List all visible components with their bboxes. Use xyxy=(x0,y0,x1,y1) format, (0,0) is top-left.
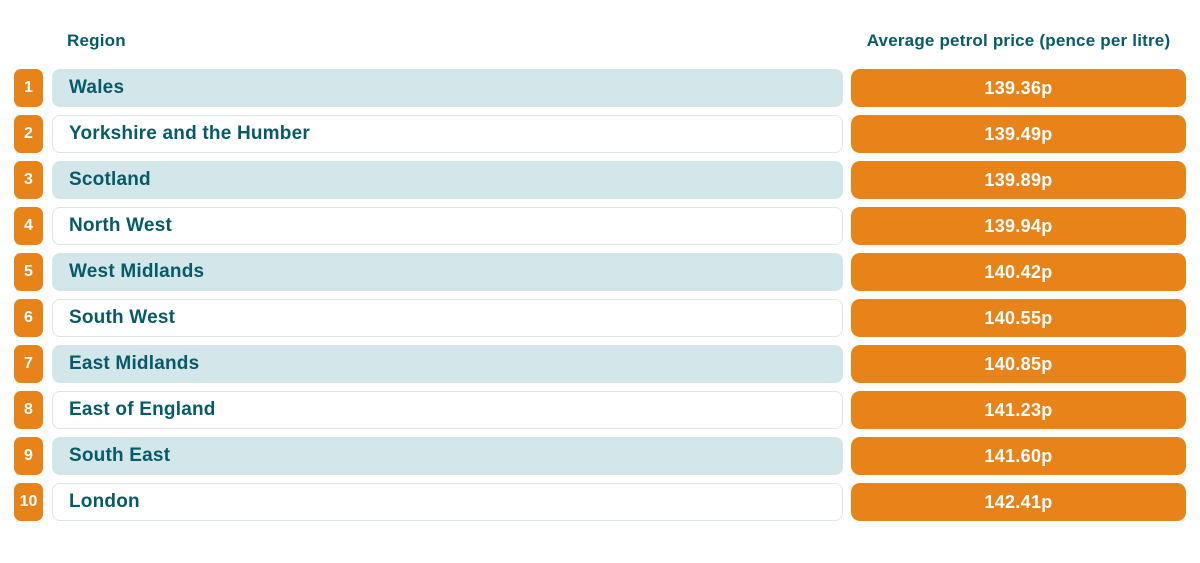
rank-badge: 3 xyxy=(14,161,43,199)
table-row: 2 Yorkshire and the Humber 139.49p xyxy=(14,115,1186,153)
table-row: 7 East Midlands 140.85p xyxy=(14,345,1186,383)
price-cell: 140.55p xyxy=(851,299,1186,337)
price-column-header: Average petrol price (pence per litre) xyxy=(866,31,1171,50)
region-cell: Scotland xyxy=(52,161,843,199)
region-cell: London xyxy=(52,483,843,521)
region-cell: East Midlands xyxy=(52,345,843,383)
rank-badge: 5 xyxy=(14,253,43,291)
table-row: 6 South West 140.55p xyxy=(14,299,1186,337)
region-column-header: Region xyxy=(67,31,126,50)
rank-badge: 4 xyxy=(14,207,43,245)
region-cell: South East xyxy=(52,437,843,475)
table-row: 9 South East 141.60p xyxy=(14,437,1186,475)
price-cell: 142.41p xyxy=(851,483,1186,521)
rows: 1 Wales 139.36p 2 Yorkshire and the Humb… xyxy=(14,69,1186,529)
price-cell: 140.85p xyxy=(851,345,1186,383)
price-cell: 141.23p xyxy=(851,391,1186,429)
table-row: 5 West Midlands 140.42p xyxy=(14,253,1186,291)
region-cell: South West xyxy=(52,299,843,337)
price-cell: 139.94p xyxy=(851,207,1186,245)
table-row: 8 East of England 141.23p xyxy=(14,391,1186,429)
table-row: 4 North West 139.94p xyxy=(14,207,1186,245)
region-cell: Yorkshire and the Humber xyxy=(52,115,843,153)
price-cell: 140.42p xyxy=(851,253,1186,291)
rank-badge: 10 xyxy=(14,483,43,521)
region-cell: West Midlands xyxy=(52,253,843,291)
region-cell: East of England xyxy=(52,391,843,429)
price-cell: 141.60p xyxy=(851,437,1186,475)
region-cell: Wales xyxy=(52,69,843,107)
rank-badge: 7 xyxy=(14,345,43,383)
price-cell: 139.89p xyxy=(851,161,1186,199)
table-row: 3 Scotland 139.89p xyxy=(14,161,1186,199)
price-cell: 139.36p xyxy=(851,69,1186,107)
price-cell: 139.49p xyxy=(851,115,1186,153)
rank-badge: 9 xyxy=(14,437,43,475)
rank-badge: 1 xyxy=(14,69,43,107)
region-cell: North West xyxy=(52,207,843,245)
table-row: 1 Wales 139.36p xyxy=(14,69,1186,107)
table-row: 10 London 142.41p xyxy=(14,483,1186,521)
rank-badge: 2 xyxy=(14,115,43,153)
rank-badge: 8 xyxy=(14,391,43,429)
rank-badge: 6 xyxy=(14,299,43,337)
